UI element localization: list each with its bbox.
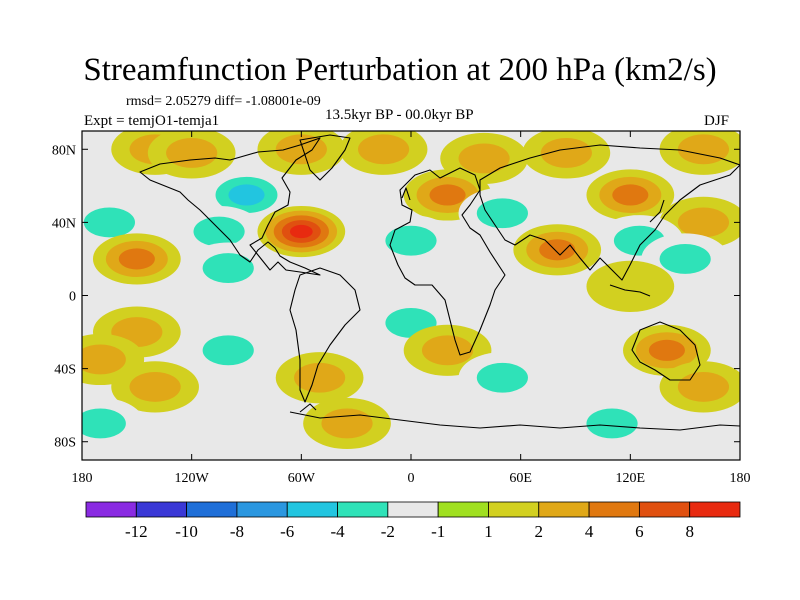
season-label: DJF [704,113,730,129]
y-tick-label-4: 80S [54,436,76,451]
contour-field [82,131,740,450]
colorbar-label-4: -4 [330,522,345,541]
colorbar-label-11: 8 [685,522,694,541]
x-tick-label-4: 60E [509,471,532,486]
colorbar-label-3: -6 [280,522,294,541]
japan-islands [649,199,665,223]
colorbar-box-12 [689,501,741,518]
anomaly-14-level-1 [476,198,528,229]
x-tick-label-0: 180 [72,471,93,486]
anomaly-7-level-2 [228,184,265,206]
colorbar-box-4 [286,501,338,518]
antarctic-peninsula [299,403,317,413]
axis-ticks: 180 120W 60W 0 60E 120E 180 80N 40N 0 40S 80S [52,131,751,486]
colorbar-label-5: -2 [381,522,395,541]
colorbar-box-7 [437,501,489,518]
anomaly-31-level-2 [648,339,685,361]
colorbar-box-6 [387,501,439,518]
period-label: 13.5kyr BP - 00.0kyr BP [325,107,474,123]
north-america-coast [139,137,321,276]
anomaly-18-level-1 [385,225,437,256]
colorbar-box-9 [538,501,590,518]
colorbar-box-8 [488,501,540,518]
colorbar-label-2: -8 [230,522,244,541]
colorbar-label-7: 1 [484,522,493,541]
greenland-coast [299,134,351,181]
colorbar-box-11 [638,501,691,518]
anomaly-13-level-2 [429,184,466,206]
stats-text: rmsd= 2.05279 diff= -1.08001e-09 [126,94,321,109]
anomaly-24-level-1 [202,335,254,366]
anomaly-26-level-1 [321,408,373,439]
asia-coast [479,144,740,281]
antarctica-coast [289,411,740,431]
anomaly-28-level-1 [421,335,474,366]
x-tick-label-1: 120W [175,471,210,486]
colorbar-box-5 [337,501,389,518]
y-tick-label-2: 0 [69,290,76,305]
anomaly-29-level-1 [476,362,528,393]
anomaly-4-level-1 [458,143,510,174]
anomaly-33-level-1 [82,344,126,375]
plot-title: Streamfunction Perturbation at 200 hPa (… [83,52,717,88]
colorbar-box-1 [135,501,188,518]
anomaly-25-level-1 [294,362,346,393]
anomaly-19-level-2 [539,239,576,261]
anomaly-16-level-1 [677,207,730,238]
anomaly-12-level-1 [202,253,254,284]
x-tick-label-6: 180 [730,471,751,486]
anomaly-23-level-1 [129,371,181,402]
anomaly-2-level-1 [275,134,327,165]
anomaly-1-level-1 [166,138,218,168]
x-tick-label-5: 120E [616,471,646,486]
anomaly-30-level-1 [586,408,638,439]
colorbar-label-10: 6 [635,522,644,541]
anomaly-15-level-2 [612,184,649,206]
x-tick-label-3: 0 [408,471,415,486]
colorbar-box-0 [85,501,137,518]
anomaly-5-level-1 [540,138,592,168]
colorbar-box-2 [186,501,238,518]
europe-africa-coast [389,167,506,356]
y-tick-label-1: 40N [52,216,76,231]
anomaly-21-level-0 [586,260,675,312]
colorbar-label-8: 2 [535,522,544,541]
colorbar-box-10 [588,501,640,518]
y-tick-label-0: 80N [52,143,76,158]
anomaly-34-level-1 [82,408,126,439]
anomaly-10-level-1 [83,207,136,238]
uk-islands [401,187,411,201]
colorbar-label-1: -10 [175,522,198,541]
anomaly-11-level-2 [118,248,155,270]
indonesia-islands [609,284,651,297]
colorbar-label-6: -1 [431,522,445,541]
colorbar-label-9: 4 [585,522,594,541]
anomaly-8-level-1 [193,216,245,247]
x-tick-label-2: 60W [288,471,316,486]
anomaly-20-level-1 [659,244,711,274]
coastlines [139,134,740,431]
anomaly-9-level-4 [289,224,313,239]
south-america-coast [289,267,361,403]
colorbar-label-0: -12 [125,522,148,541]
australia-coast [631,321,701,381]
anomaly-3-level-1 [357,134,410,165]
experiment-label: Expt = temjO1-temja1 [84,113,220,129]
y-tick-label-3: 40S [54,363,76,378]
colorbar-box-3 [236,501,288,518]
